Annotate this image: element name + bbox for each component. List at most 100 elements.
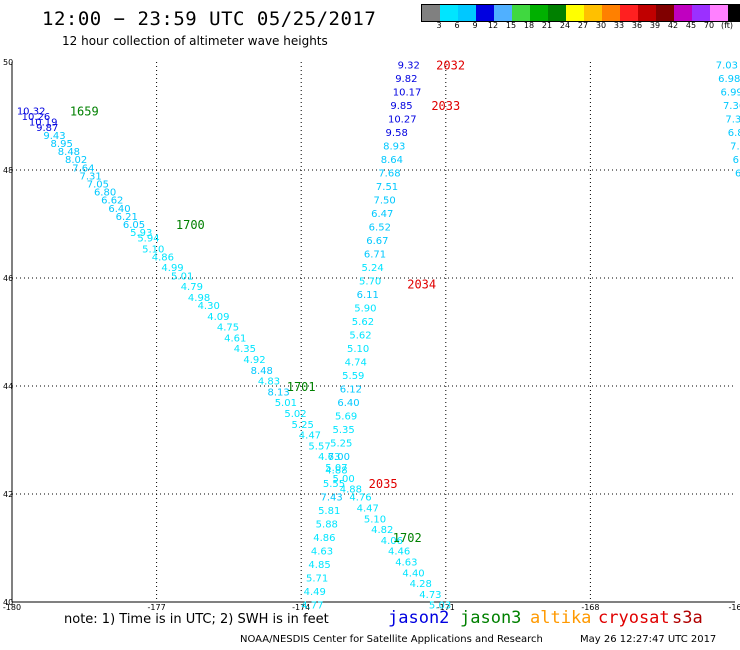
scale-swatch bbox=[674, 5, 692, 21]
wave-height-value: 7.68 bbox=[378, 169, 400, 180]
satellite-label-cryosat: cryosat bbox=[598, 608, 670, 628]
latitude-label: 40 bbox=[3, 598, 13, 607]
wave-height-value: 5.71 bbox=[306, 574, 328, 585]
scale-swatch bbox=[584, 5, 602, 21]
scale-label: 21 bbox=[541, 21, 553, 30]
wave-height-value: 4.75 bbox=[217, 323, 239, 334]
pass-time-label: 1701 bbox=[287, 380, 316, 394]
wave-height-value: 5.25 bbox=[292, 420, 314, 431]
wave-height-value: 4.79 bbox=[181, 282, 203, 293]
wave-height-value: 5.59 bbox=[342, 371, 364, 382]
wave-height-value: 7.51 bbox=[376, 182, 398, 193]
wave-height-value: 4.74 bbox=[345, 358, 367, 369]
wave-height-value: 5.57 bbox=[308, 441, 330, 452]
scale-swatch bbox=[440, 5, 458, 21]
wave-height-value: 5.62 bbox=[352, 317, 374, 328]
scale-label: 6 bbox=[454, 21, 460, 30]
wave-height-value: 7.64 bbox=[72, 163, 94, 174]
wave-height-value: 4.86 bbox=[152, 252, 174, 263]
wave-height-value: 6.47 bbox=[371, 209, 393, 220]
wave-height-color-scale bbox=[421, 4, 740, 22]
wave-height-value: 6.71 bbox=[364, 250, 386, 261]
wave-height-value: 7.03 bbox=[716, 61, 738, 72]
wave-height-value: 5.90 bbox=[354, 304, 376, 315]
latitude-label: 44 bbox=[3, 382, 13, 391]
wave-height-value: 7.05 bbox=[87, 180, 109, 191]
wave-height-value: 6.40 bbox=[337, 398, 359, 409]
wave-height-value: 4.76 bbox=[349, 493, 371, 504]
wave-height-value: 4.09 bbox=[207, 312, 229, 323]
scale-label: 15 bbox=[505, 21, 517, 30]
wave-height-value: 9.43 bbox=[43, 131, 65, 142]
scale-swatch bbox=[494, 5, 512, 21]
scale-label: 30 bbox=[595, 21, 607, 30]
wave-height-value: 5.01 bbox=[275, 398, 297, 409]
wave-height-value: 4.99 bbox=[161, 263, 183, 274]
scale-label: 24 bbox=[559, 21, 571, 30]
wave-height-value: 4.98 bbox=[188, 293, 210, 304]
wave-height-value: 5.25 bbox=[330, 439, 352, 450]
pass-time-label: 2033 bbox=[431, 99, 460, 113]
map-title: 12:00 − 23:59 UTC 05/25/2017 bbox=[42, 8, 377, 30]
wave-height-value: 8.13 bbox=[267, 387, 289, 398]
generated-timestamp: May 26 12:27:47 UTC 2017 bbox=[580, 634, 717, 645]
scale-label: 36 bbox=[631, 21, 643, 30]
wave-height-value: 4.06 bbox=[381, 536, 403, 547]
wave-height-value: 7.36 bbox=[723, 101, 740, 112]
wave-height-value: 5.62 bbox=[349, 331, 371, 342]
longitude-label: -177 bbox=[148, 603, 166, 610]
scale-swatch bbox=[602, 5, 620, 21]
wave-height-value: 8.93 bbox=[383, 142, 405, 153]
wave-height-value: 7.50 bbox=[374, 196, 396, 207]
wave-height-value: 5.93 bbox=[130, 228, 152, 239]
map-subtitle: 12 hour collection of altimeter wave hei… bbox=[62, 34, 328, 48]
pass-time-label: 1702 bbox=[393, 531, 422, 545]
scale-label: 33 bbox=[613, 21, 625, 30]
wave-height-value: 7.35 bbox=[725, 115, 740, 126]
wave-height-value: 4.47 bbox=[299, 431, 321, 442]
wave-height-value: 4.77 bbox=[301, 601, 323, 610]
scale-swatch bbox=[476, 5, 494, 21]
scale-label: 9 bbox=[472, 21, 478, 30]
wave-height-value: 6.62 bbox=[101, 196, 123, 207]
wave-height-value: 5.10 bbox=[142, 244, 164, 255]
wave-height-value: 6.99 bbox=[721, 88, 740, 99]
wave-height-value: 8.02 bbox=[65, 155, 87, 166]
wave-height-value: 4.49 bbox=[304, 587, 326, 598]
wave-height-value: 4.83 bbox=[258, 377, 280, 388]
latitude-label: 48 bbox=[3, 166, 13, 175]
wave-height-value: 5.07 bbox=[325, 463, 347, 474]
wave-height-value: 10.26 bbox=[22, 112, 51, 123]
wave-height-value: 6.12 bbox=[340, 385, 362, 396]
wave-height-value: 5.10 bbox=[347, 344, 369, 355]
wave-height-value: 6.05 bbox=[123, 220, 145, 231]
wave-height-value: 5.55 bbox=[323, 479, 345, 490]
pass-time-label: 1700 bbox=[176, 218, 205, 232]
scale-label: 3 bbox=[436, 21, 442, 30]
satellite-label-jason2: jason2 bbox=[388, 608, 450, 628]
wave-height-value: 7.0 bbox=[730, 142, 740, 153]
wave-height-value: 9.85 bbox=[390, 101, 412, 112]
wave-height-value: 6.11 bbox=[357, 290, 379, 301]
scale-label: 39 bbox=[649, 21, 661, 30]
pass-time-label: 2032 bbox=[436, 59, 465, 73]
wave-height-value: 4.88 bbox=[340, 485, 362, 496]
scale-swatch bbox=[710, 5, 728, 21]
satellite-label-jason3: jason3 bbox=[460, 608, 522, 628]
latitude-label: 46 bbox=[3, 274, 13, 283]
scale-swatch bbox=[458, 5, 476, 21]
wave-height-value: 4.30 bbox=[198, 301, 220, 312]
wave-height-value: 6.67 bbox=[366, 236, 388, 247]
wave-height-value: 4.35 bbox=[234, 344, 256, 355]
scale-swatch bbox=[620, 5, 638, 21]
scale-swatch bbox=[566, 5, 584, 21]
scale-swatch bbox=[656, 5, 674, 21]
satellite-label-s3a: s3a bbox=[672, 608, 703, 628]
scale-swatch bbox=[422, 5, 440, 21]
wave-height-value: 4.92 bbox=[243, 355, 265, 366]
wave-height-value: 6 bbox=[735, 169, 740, 180]
scale-swatch bbox=[530, 5, 548, 21]
altimeter-map: 50 48 46 44 42 40-180 -177 -174 -171 -168 -16 10.32… bbox=[3, 58, 740, 610]
wave-height-value: 6.4 bbox=[733, 155, 740, 166]
wave-height-value: 5.01 bbox=[171, 271, 193, 282]
